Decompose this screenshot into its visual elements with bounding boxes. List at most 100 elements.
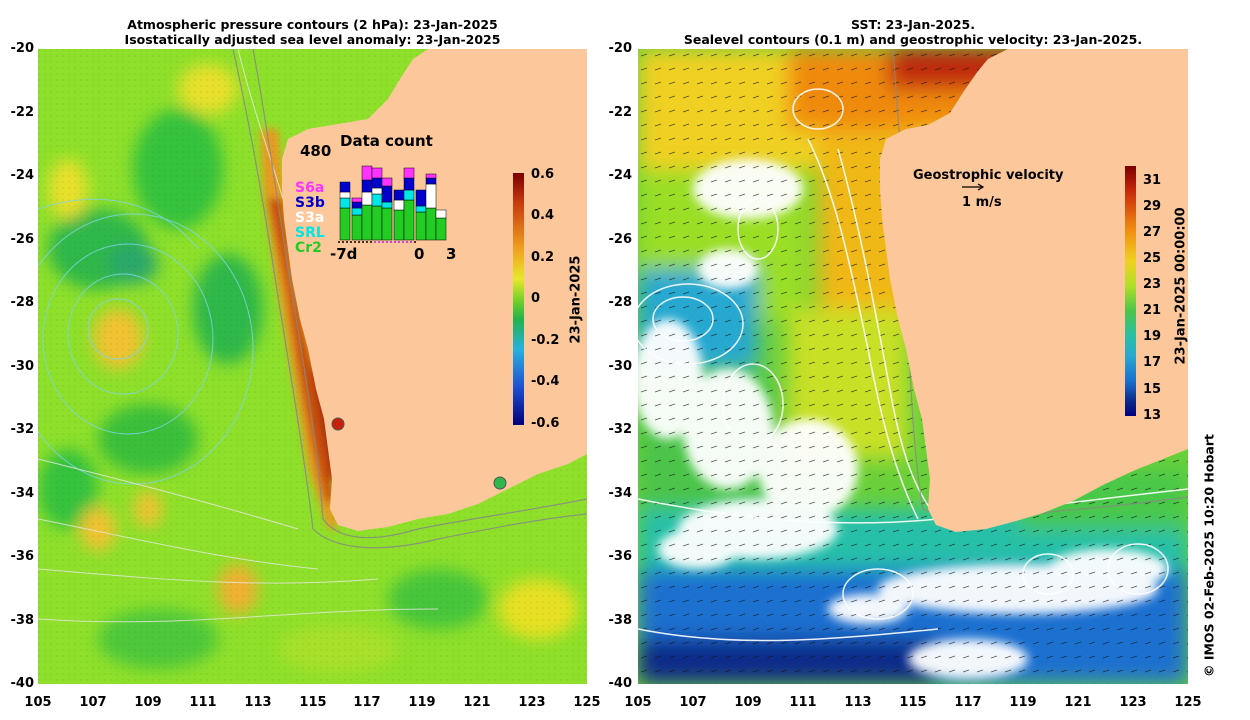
velocity-scale-arrow bbox=[962, 183, 985, 191]
right-lat-label: -34 bbox=[608, 486, 633, 501]
right-lon-label: 121 bbox=[1064, 695, 1092, 710]
sst-tick: 19 bbox=[1143, 329, 1162, 344]
left-title-line-2: Isostatically adjusted sea level anomaly… bbox=[124, 32, 501, 47]
sla-tick: 0.4 bbox=[531, 208, 555, 223]
right-lon-label: 119 bbox=[1009, 695, 1037, 710]
sst-tick: 29 bbox=[1143, 199, 1162, 214]
right-lon-label: 109 bbox=[734, 695, 762, 710]
legend-s3b: S3b bbox=[295, 195, 325, 211]
sea-level-anomaly-canvas bbox=[38, 49, 587, 684]
sla-colorbar-label: 23-Jan-2025 bbox=[568, 255, 584, 344]
right-title-line-1: SST: 23-Jan-2025. bbox=[851, 17, 975, 32]
sst-map bbox=[638, 49, 1188, 684]
left-lon-label: 119 bbox=[408, 695, 436, 710]
tide-gauge-marker bbox=[493, 476, 507, 490]
data-count-histogram bbox=[338, 165, 447, 243]
inset-ymax-label: 480 bbox=[300, 142, 332, 160]
velocity-legend-scale: 1 m/s bbox=[962, 195, 1002, 210]
right-lon-label: 111 bbox=[789, 695, 817, 710]
right-lon-label: 123 bbox=[1119, 695, 1147, 710]
sst-tick: 27 bbox=[1143, 225, 1162, 240]
right-lat-label: -40 bbox=[608, 676, 633, 691]
right-lat-label: -32 bbox=[608, 422, 633, 437]
sla-tick: 0 bbox=[531, 291, 541, 306]
sst-tick: 17 bbox=[1143, 355, 1162, 370]
copyright-text: © IMOS 02-Feb-2025 10:20 Hobart bbox=[1201, 434, 1217, 678]
histogram-bars bbox=[339, 165, 447, 241]
sst-colorbar bbox=[1125, 166, 1136, 416]
left-lat-label: -28 bbox=[10, 295, 35, 310]
inset-xlabel-zero: 0 bbox=[414, 245, 425, 263]
left-lat-label: -32 bbox=[10, 422, 35, 437]
australia-landmass bbox=[880, 49, 1188, 532]
inset-xlabel-end: 3 bbox=[446, 245, 457, 263]
sea-level-anomaly-map bbox=[38, 49, 587, 684]
left-lon-label: 117 bbox=[353, 695, 381, 710]
sst-colorbar-label: 23-Jan-2025 00:00:00 bbox=[1173, 207, 1189, 365]
sst-tick: 31 bbox=[1143, 173, 1162, 188]
velocity-legend-title: Geostrophic velocity bbox=[913, 168, 1064, 183]
right-lat-label: -22 bbox=[608, 105, 633, 120]
inset-legend: S6a S3b S3a SRL Cr2 bbox=[295, 181, 325, 256]
left-lon-label: 107 bbox=[79, 695, 107, 710]
right-title-line-2: Sealevel contours (0.1 m) and geostrophi… bbox=[683, 32, 1143, 47]
right-lat-label: -26 bbox=[608, 232, 633, 247]
sst-canvas bbox=[638, 49, 1188, 684]
right-lat-label: -20 bbox=[608, 41, 633, 56]
left-title-line-1: Atmospheric pressure contours (2 hPa): 2… bbox=[127, 17, 498, 32]
left-lat-label: -34 bbox=[10, 486, 35, 501]
sst-tick: 25 bbox=[1143, 251, 1162, 266]
right-lon-label: 125 bbox=[1174, 695, 1202, 710]
tide-gauge-marker bbox=[331, 417, 345, 431]
left-lon-label: 105 bbox=[24, 695, 52, 710]
right-lat-label: -30 bbox=[608, 359, 633, 374]
left-lon-label: 111 bbox=[189, 695, 217, 710]
right-lon-label: 115 bbox=[899, 695, 927, 710]
inset-xlabel-start: -7d bbox=[330, 245, 358, 263]
left-lat-label: -20 bbox=[10, 41, 35, 56]
sla-tick: -0.4 bbox=[531, 374, 560, 389]
legend-cr2: Cr2 bbox=[295, 240, 322, 256]
right-lat-label: -36 bbox=[608, 549, 633, 564]
sla-colorbar bbox=[513, 173, 524, 425]
left-lat-label: -30 bbox=[10, 359, 35, 374]
left-lon-label: 125 bbox=[573, 695, 601, 710]
legend-s6a: S6a bbox=[295, 180, 325, 196]
left-lon-label: 121 bbox=[463, 695, 491, 710]
bathymetry-contours bbox=[232, 49, 587, 549]
left-lat-label: -36 bbox=[10, 549, 35, 564]
left-map-title: Atmospheric pressure contours (2 hPa): 2… bbox=[40, 17, 585, 47]
right-lon-label: 113 bbox=[844, 695, 872, 710]
right-lat-label: -24 bbox=[608, 168, 633, 183]
left-lon-label: 115 bbox=[299, 695, 327, 710]
right-lat-label: -38 bbox=[608, 613, 633, 628]
legend-s3a: S3a bbox=[295, 210, 325, 226]
left-lat-label: -26 bbox=[10, 232, 35, 247]
sla-tick: -0.2 bbox=[531, 333, 560, 348]
pressure-contours bbox=[38, 198, 254, 485]
sst-tick: 13 bbox=[1143, 408, 1162, 423]
right-lon-label: 107 bbox=[679, 695, 707, 710]
right-lon-label: 117 bbox=[954, 695, 982, 710]
sla-tick: -0.6 bbox=[531, 416, 560, 431]
left-lon-label: 113 bbox=[244, 695, 272, 710]
sla-contours-white bbox=[38, 49, 439, 623]
sst-tick: 21 bbox=[1143, 303, 1162, 318]
inset-title: Data count bbox=[340, 132, 433, 150]
legend-srl: SRL bbox=[295, 225, 325, 241]
left-lat-label: -40 bbox=[10, 676, 35, 691]
sla-tick: 0.6 bbox=[531, 167, 555, 182]
right-lon-label: 105 bbox=[624, 695, 652, 710]
sla-tick: 0.2 bbox=[531, 250, 555, 265]
left-lat-label: -22 bbox=[10, 105, 35, 120]
sst-tick: 23 bbox=[1143, 277, 1162, 292]
left-lat-label: -38 bbox=[10, 613, 35, 628]
right-map-title: SST: 23-Jan-2025. Sealevel contours (0.1… bbox=[638, 17, 1188, 47]
australia-landmass bbox=[282, 49, 587, 531]
sea-level-contours bbox=[638, 88, 1188, 642]
left-lon-label: 109 bbox=[134, 695, 162, 710]
left-lon-label: 123 bbox=[518, 695, 546, 710]
sst-tick: 15 bbox=[1143, 382, 1162, 397]
right-lat-label: -28 bbox=[608, 295, 633, 310]
left-lat-label: -24 bbox=[10, 168, 35, 183]
